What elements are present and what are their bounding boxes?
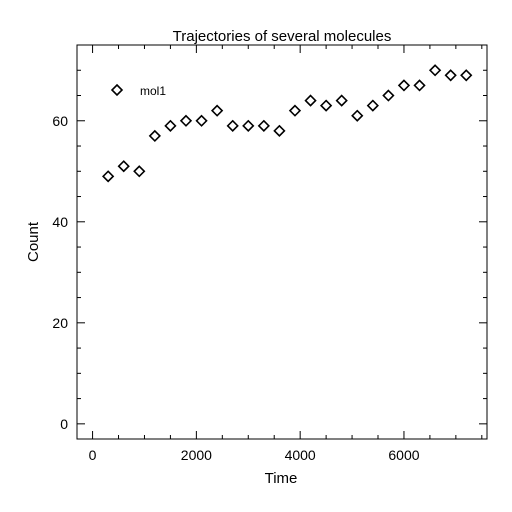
x-tick-label: 2000 — [181, 447, 212, 463]
x-tick-label: 4000 — [285, 447, 316, 463]
data-point — [102, 170, 115, 183]
data-point — [226, 119, 239, 132]
y-tick-label: 0 — [60, 416, 68, 432]
data-point — [257, 119, 270, 132]
x-tick-label: 6000 — [388, 447, 419, 463]
y-tick-label: 20 — [52, 315, 68, 331]
data-point — [304, 94, 317, 107]
x-tick-labels: 0 2000 4000 6000 — [89, 447, 420, 463]
data-point — [397, 79, 411, 92]
legend-marker-mol1 — [110, 83, 124, 97]
data-point — [179, 114, 193, 127]
y-tick-labels: 0 20 40 60 — [52, 113, 68, 432]
data-point — [133, 165, 146, 178]
data-point — [273, 124, 286, 138]
data-point — [319, 99, 333, 112]
data-point — [366, 99, 379, 112]
data-point — [460, 69, 473, 82]
data-point — [210, 104, 224, 117]
legend: mol1 — [110, 83, 166, 98]
x-axis-title: Time — [265, 470, 298, 487]
data-point — [195, 114, 208, 127]
data-point — [444, 69, 457, 82]
plot-frame — [76, 44, 488, 440]
data-point — [148, 129, 161, 143]
data-point — [288, 104, 302, 117]
y-axis-title: Count — [25, 221, 42, 262]
data-point — [117, 160, 130, 173]
data-point — [335, 94, 348, 107]
y-tick-label: 40 — [52, 214, 68, 230]
axis-ticks — [77, 44, 487, 439]
data-point — [242, 119, 255, 132]
y-tick-label: 60 — [52, 113, 68, 129]
data-point — [428, 64, 442, 77]
data-point — [351, 109, 364, 122]
legend-label-mol1: mol1 — [140, 84, 166, 98]
x-tick-label: 0 — [89, 447, 97, 463]
data-point — [413, 79, 426, 92]
data-point — [164, 119, 177, 132]
data-point — [382, 89, 395, 102]
chart-title: Trajectories of several molecules — [173, 28, 392, 45]
data-points — [102, 64, 473, 183]
